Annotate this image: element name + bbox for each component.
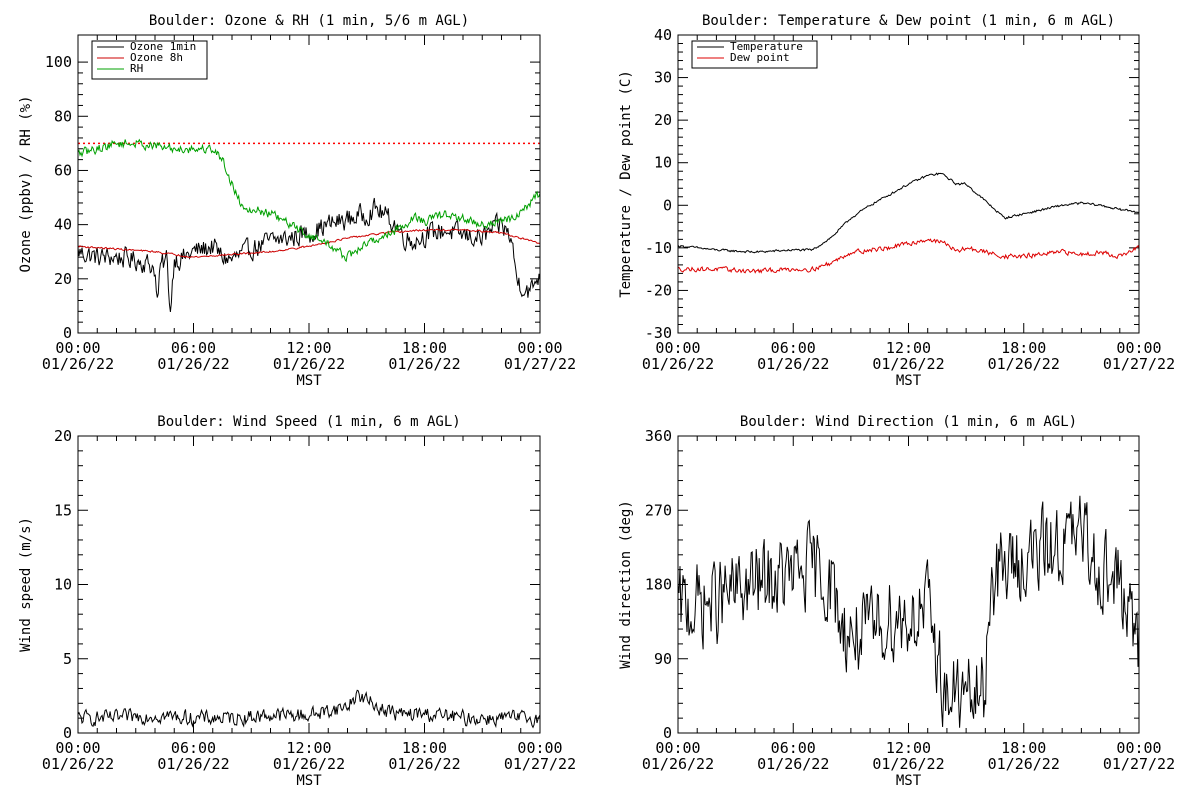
plot-frame — [77, 34, 541, 334]
y-tick-label: 40 — [654, 26, 672, 44]
plot-frame — [677, 34, 1140, 334]
y-tick-label: 100 — [45, 53, 72, 71]
x-axis-label: MST — [896, 773, 922, 789]
plot-frame — [677, 435, 1140, 734]
x-tick-time: 12:00 — [886, 739, 931, 757]
y-tick-label: -30 — [645, 324, 672, 342]
x-tick-time: 00:00 — [55, 739, 100, 757]
x-tick-date: 01/26/22 — [388, 755, 460, 773]
series-line — [678, 172, 1139, 254]
x-tick-date: 01/26/22 — [988, 355, 1060, 373]
x-tick-date: 01/26/22 — [757, 355, 829, 373]
y-axis-label: Ozone (ppbv) / RH (%) — [18, 95, 34, 272]
x-axis-label: MST — [896, 373, 922, 389]
x-tick-date: 01/26/22 — [157, 755, 229, 773]
y-tick-label: 30 — [654, 69, 672, 87]
series-line — [678, 495, 1139, 728]
y-tick-label: 5 — [63, 650, 72, 668]
chart-panel-2: Boulder: Wind Speed (1 min, 6 m AGL) Wind… — [18, 414, 576, 789]
x-tick-time: 00:00 — [655, 339, 700, 357]
legend-label: RH — [130, 62, 143, 75]
x-axis-label: MST — [296, 373, 322, 389]
series-line — [78, 138, 540, 263]
chart-title: Boulder: Ozone & RH (1 min, 5/6 m AGL) — [149, 13, 469, 29]
chart-panel-3: Boulder: Wind Direction (1 min, 6 m AGL)… — [618, 414, 1175, 789]
x-tick-time: 00:00 — [517, 339, 562, 357]
x-tick-time: 00:00 — [1116, 339, 1161, 357]
y-tick-label: 360 — [645, 427, 672, 445]
x-tick-date: 01/26/22 — [388, 355, 460, 373]
legend-label: Temperature — [730, 40, 803, 53]
x-tick-date: 01/27/22 — [504, 355, 576, 373]
y-tick-label: 10 — [654, 154, 672, 172]
legend-label: Dew point — [730, 51, 790, 64]
chart-panel-0: Boulder: Ozone & RH (1 min, 5/6 m AGL) Oz… — [18, 13, 576, 389]
y-tick-label: 10 — [54, 576, 72, 594]
y-axis-label: Wind direction (deg) — [618, 500, 634, 669]
x-tick-date: 01/27/22 — [1103, 755, 1175, 773]
y-tick-label: 270 — [645, 501, 672, 519]
y-tick-label: 90 — [654, 650, 672, 668]
series-line — [78, 197, 540, 312]
x-tick-time: 06:00 — [171, 739, 216, 757]
x-tick-time: 00:00 — [655, 739, 700, 757]
y-tick-label: 60 — [54, 161, 72, 179]
y-tick-label: 40 — [54, 216, 72, 234]
x-tick-time: 06:00 — [171, 339, 216, 357]
x-tick-time: 06:00 — [771, 739, 816, 757]
x-tick-date: 01/26/22 — [988, 755, 1060, 773]
y-tick-label: 15 — [54, 501, 72, 519]
y-tick-label: -20 — [645, 281, 672, 299]
x-tick-date: 01/26/22 — [642, 755, 714, 773]
x-tick-date: 01/26/22 — [872, 755, 944, 773]
x-tick-time: 12:00 — [886, 339, 931, 357]
series-line — [78, 228, 540, 259]
y-axis-label: Wind speed (m/s) — [18, 517, 34, 652]
x-tick-time: 18:00 — [1001, 339, 1046, 357]
legend-label: Ozone 8h — [130, 51, 183, 64]
y-tick-label: 0 — [663, 196, 672, 214]
chart-title: Boulder: Temperature & Dew point (1 min,… — [702, 13, 1115, 29]
x-axis-label: MST — [296, 773, 322, 789]
x-tick-date: 01/26/22 — [157, 355, 229, 373]
chart-title: Boulder: Wind Direction (1 min, 6 m AGL) — [740, 414, 1077, 430]
x-tick-date: 01/26/22 — [273, 755, 345, 773]
legend-box — [691, 40, 818, 69]
y-tick-label: 180 — [645, 576, 672, 594]
chart-panel-1: Boulder: Temperature & Dew point (1 min,… — [618, 13, 1175, 389]
x-tick-time: 12:00 — [286, 339, 331, 357]
series-line — [78, 689, 540, 729]
x-tick-time: 00:00 — [55, 339, 100, 357]
legend-label: Ozone 1min — [130, 40, 196, 53]
y-tick-label: -10 — [645, 239, 672, 257]
chart-title: Boulder: Wind Speed (1 min, 6 m AGL) — [157, 414, 460, 430]
series-line — [678, 238, 1139, 274]
x-tick-time: 00:00 — [1116, 739, 1161, 757]
x-tick-time: 18:00 — [402, 739, 447, 757]
y-axis-label: Temperature / Dew point (C) — [618, 70, 634, 298]
y-tick-label: 20 — [54, 270, 72, 288]
x-tick-date: 01/26/22 — [42, 755, 114, 773]
x-tick-date: 01/26/22 — [642, 355, 714, 373]
x-tick-date: 01/26/22 — [273, 355, 345, 373]
y-tick-label: 20 — [654, 111, 672, 129]
y-tick-label: 0 — [663, 724, 672, 742]
y-tick-label: 0 — [63, 324, 72, 342]
x-tick-date: 01/26/22 — [757, 755, 829, 773]
x-tick-date: 01/26/22 — [872, 355, 944, 373]
x-tick-time: 18:00 — [1001, 739, 1046, 757]
y-tick-label: 0 — [63, 724, 72, 742]
plot-frame — [77, 435, 541, 734]
x-tick-date: 01/26/22 — [42, 355, 114, 373]
x-tick-time: 18:00 — [402, 339, 447, 357]
y-tick-label: 80 — [54, 107, 72, 125]
x-tick-date: 01/27/22 — [504, 755, 576, 773]
x-tick-time: 00:00 — [517, 739, 562, 757]
x-tick-time: 06:00 — [771, 339, 816, 357]
x-tick-date: 01/27/22 — [1103, 355, 1175, 373]
y-tick-label: 20 — [54, 427, 72, 445]
x-tick-time: 12:00 — [286, 739, 331, 757]
